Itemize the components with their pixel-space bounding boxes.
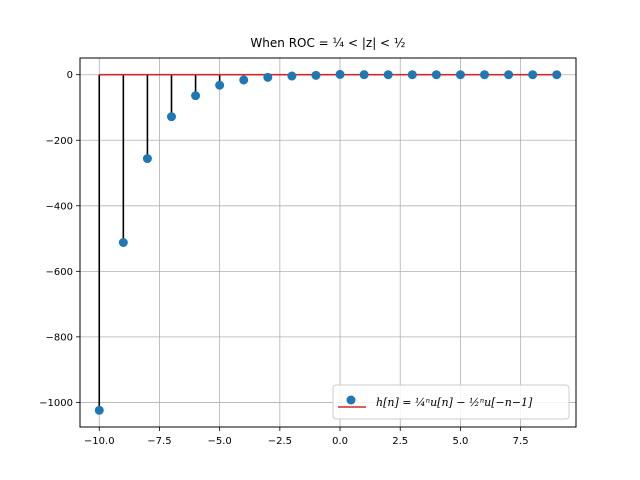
stem-marker [118,238,128,247]
stem-marker [263,72,273,82]
y-tick-label: −800 [46,332,73,343]
stem-marker [383,70,393,80]
stem-marker [455,70,465,80]
x-tick-label: 5.0 [452,436,468,447]
stem-marker [311,70,321,80]
stem-marker [166,112,176,122]
x-tick-label: −7.5 [147,436,171,447]
y-tick-label: −400 [46,201,73,212]
legend-box [332,384,570,420]
x-tick-label: 7.5 [513,436,529,447]
x-tick-label: −10.0 [84,436,115,447]
x-tick-label: 0.0 [332,436,348,447]
stem-marker [359,70,369,80]
stem-marker [407,70,417,80]
x-tick-label: −2.5 [268,436,292,447]
stem-marker [431,70,441,80]
legend: h[n] = ¼ⁿu[n] − ½ⁿu[−n−1] [332,384,570,420]
stem-marker [480,70,490,80]
x-tick-label: −5.0 [208,436,232,447]
stem-marker [215,80,225,90]
y-tick-label: −1000 [39,398,73,409]
stem-marker [504,70,514,80]
axes-frame [79,57,577,428]
legend-marker-swatch [346,395,356,405]
stem-marker [142,154,152,164]
y-axis-ticks: 0 −200 −400 −600 −800 −1000 [39,70,80,409]
stem-marker [94,405,104,415]
legend-label: h[n] = ¼ⁿu[n] − ½ⁿu[−n−1] [376,396,533,409]
stem-marker [335,69,345,79]
chart-title: When ROC = ¼ < |z| < ½ [250,36,405,50]
x-tick-label: 2.5 [392,436,408,447]
y-tick-label: −600 [46,267,73,278]
y-tick-label: 0 [67,70,73,81]
stem-marker [287,71,297,81]
stem-marker [552,70,562,80]
markers [94,69,562,415]
x-axis-ticks: −10.0 −7.5 −5.0 −2.5 0.0 2.5 5.0 7.5 [84,427,529,447]
stem-marker [528,70,538,80]
y-tick-label: −200 [46,136,73,147]
stem-marker [191,91,201,101]
stem-marker [239,75,249,85]
